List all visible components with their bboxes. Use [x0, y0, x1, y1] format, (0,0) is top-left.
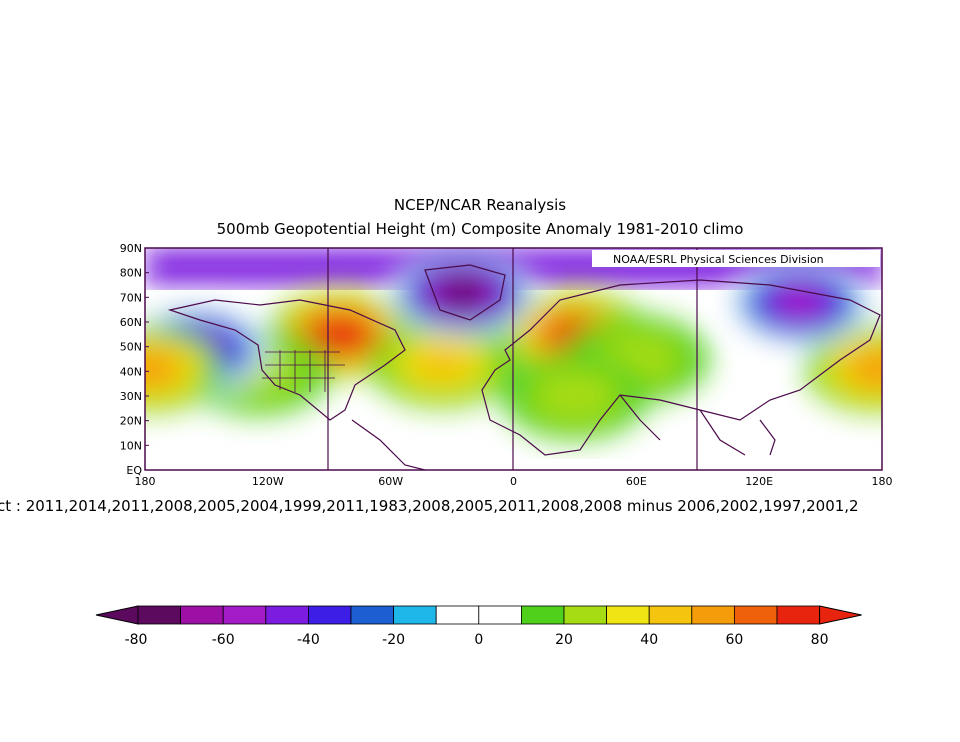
colorbar-label: 0 — [474, 632, 483, 648]
lat-tick-label: 10N — [120, 439, 142, 452]
lat-tick-label: EQ — [126, 464, 142, 477]
colorbar-cell — [265, 605, 309, 625]
map-frame — [144, 247, 883, 471]
latitude-labels: EQ 10N 20N 30N 40N 50N 60N 70N 80N 90N — [120, 242, 149, 477]
lon-tick-label: 120W — [252, 475, 284, 488]
anomaly-contour — [437, 277, 487, 308]
colorbar-label: -40 — [297, 632, 320, 648]
colorbar-cell — [648, 605, 693, 625]
lon-tick-label: 180 — [135, 475, 156, 488]
anomaly-contour — [849, 351, 882, 386]
colorbar-high-arrow — [819, 605, 862, 625]
colorbar-cell — [137, 605, 181, 625]
colorbar-cell — [734, 605, 778, 625]
colorbar-cell — [478, 605, 522, 625]
lon-tick-label: 120E — [745, 475, 773, 488]
us-states — [262, 350, 345, 392]
colorbar-cell — [563, 605, 607, 625]
lat-tick-label: 90N — [120, 242, 142, 255]
anomaly-field — [145, 248, 882, 470]
colorbar-label: -60 — [212, 632, 235, 648]
longitude-labels: 180 120W 60W 0 60E 120E 180 — [135, 475, 893, 488]
lon-tick-label: 60W — [378, 475, 403, 488]
colorbar-label: 80 — [811, 632, 829, 648]
lat-tick-label: 30N — [120, 390, 142, 403]
anomaly-contour — [145, 351, 178, 386]
meridian-lines — [327, 248, 698, 470]
colorbar-cell — [776, 605, 820, 625]
anomaly-contour — [410, 345, 474, 383]
title-line-1: NCEP/NCAR Reanalysis — [393, 196, 567, 214]
colorbar-cell — [435, 605, 480, 625]
composite-years-subtitle: ct : 2011,2014,2011,2008,2005,2004,1999,… — [0, 497, 859, 515]
credit-text: NOAA/ESRL Physical Sciences Division — [613, 253, 824, 266]
lat-tick-label: 60N — [120, 316, 142, 329]
coastlines — [167, 264, 881, 470]
colorbar-cell — [393, 605, 437, 625]
colorbar-cell — [350, 605, 394, 625]
colorbar-cell — [222, 605, 267, 625]
colorbar-label: 20 — [555, 632, 573, 648]
anomaly-contour — [315, 319, 364, 349]
anomaly-contour — [529, 369, 620, 423]
title-line-2: 500mb Geopotential Height (m) Composite … — [216, 220, 744, 238]
colorbar-label: 40 — [640, 632, 658, 648]
lat-tick-label: 80N — [120, 267, 142, 280]
lon-tick-label: 60E — [626, 475, 647, 488]
lat-tick-label: 40N — [120, 365, 142, 378]
colorbar-label: -20 — [382, 632, 405, 648]
lat-tick-label: 50N — [120, 341, 142, 354]
colorbar-cell — [691, 605, 735, 625]
colorbar-label: 60 — [725, 632, 743, 648]
lon-tick-label: 0 — [510, 475, 517, 488]
colorbar-cell — [180, 605, 224, 625]
lat-tick-label: 20N — [120, 415, 142, 428]
anomaly-contour — [773, 286, 827, 319]
lon-tick-label: 180 — [872, 475, 893, 488]
colorbar-cell — [307, 605, 352, 625]
colorbar-label: -80 — [125, 632, 148, 648]
credit-box — [592, 250, 880, 267]
lat-tick-label: 70N — [120, 291, 142, 304]
colorbar-cell — [521, 605, 565, 625]
colorbar-low-arrow — [95, 605, 139, 625]
colorbar-cell — [606, 605, 650, 625]
colorbar: -80 -60 -40 -20 0 20 40 60 80 — [95, 605, 862, 648]
